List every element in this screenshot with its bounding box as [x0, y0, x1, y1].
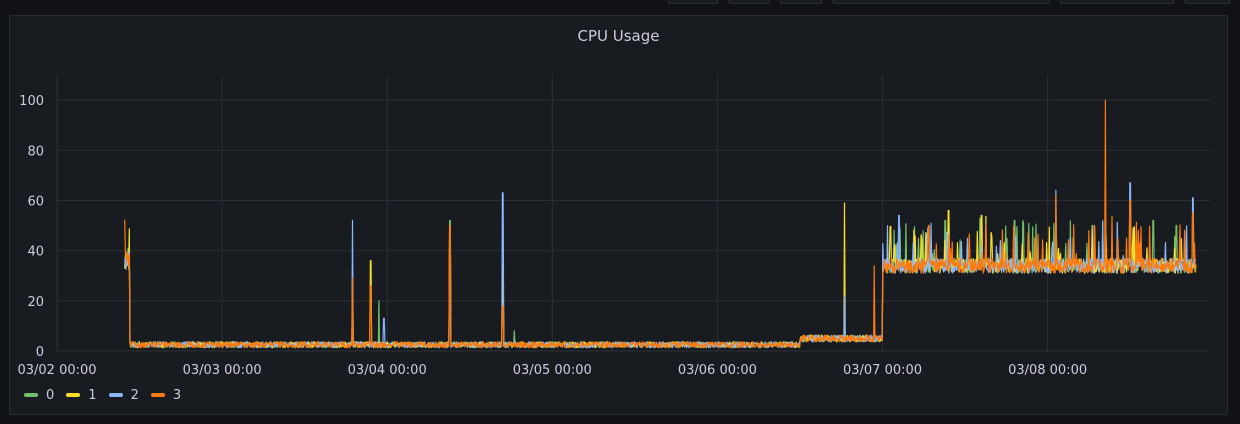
legend-item-3[interactable]: 3 [150, 387, 182, 403]
y-tick-label: 20 [27, 295, 44, 310]
x-tick-label: 03/02 00:00 [17, 363, 96, 378]
legend-item-0[interactable]: 0 [24, 388, 54, 403]
refresh-picker[interactable] [1060, 0, 1174, 4]
y-tick-label: 0 [36, 345, 44, 360]
series-line-2[interactable] [124, 182, 1197, 349]
legend-swatch [150, 393, 165, 397]
legend-label: 2 [130, 387, 139, 403]
series-line-0[interactable] [124, 217, 1197, 349]
toolbar-button[interactable] [728, 0, 770, 4]
y-tick-label: 40 [27, 245, 44, 260]
legend-item-2[interactable]: 2 [108, 387, 139, 403]
grid-layer [56, 75, 1210, 352]
x-tick-label: 03/06 00:00 [678, 363, 757, 378]
toolbar-button[interactable] [1184, 0, 1230, 4]
x-tick-label: 03/07 00:00 [843, 363, 922, 378]
cpu-usage-panel[interactable]: CPU Usage 0 20 40 60 80 100 03/02 00:00 03/03 0… [9, 15, 1228, 415]
legend-swatch [66, 393, 81, 397]
legend-swatch [108, 393, 123, 397]
series-line-1[interactable] [124, 199, 1197, 349]
legend-item-1[interactable]: 1 [66, 387, 97, 403]
series-layer [124, 99, 1197, 349]
panel-title[interactable]: CPU Usage [577, 27, 660, 45]
time-range-picker[interactable] [832, 0, 1050, 4]
y-tick-label: 60 [27, 194, 44, 209]
dashboard-toolbar [0, 0, 1240, 14]
legend-label: 3 [172, 387, 182, 403]
toolbar-button[interactable] [780, 0, 822, 4]
series-line-3[interactable] [124, 99, 1197, 349]
x-tick-label: 03/08 00:00 [1008, 363, 1087, 378]
legend-swatch [24, 393, 38, 397]
tick-layer: 0 20 40 60 80 100 03/02 00:00 03/03 00:00 03/04 … [17, 94, 1087, 378]
x-tick-label: 03/04 00:00 [348, 363, 427, 378]
toolbar-button[interactable] [668, 0, 718, 4]
legend-label: 1 [88, 387, 97, 403]
y-tick-label: 100 [19, 94, 44, 109]
legend-label: 0 [46, 387, 55, 403]
x-tick-label: 03/05 00:00 [513, 363, 592, 378]
x-tick-label: 03/03 00:00 [183, 363, 262, 378]
legend: 0 1 2 3 [24, 385, 181, 405]
y-tick-label: 80 [27, 144, 44, 159]
